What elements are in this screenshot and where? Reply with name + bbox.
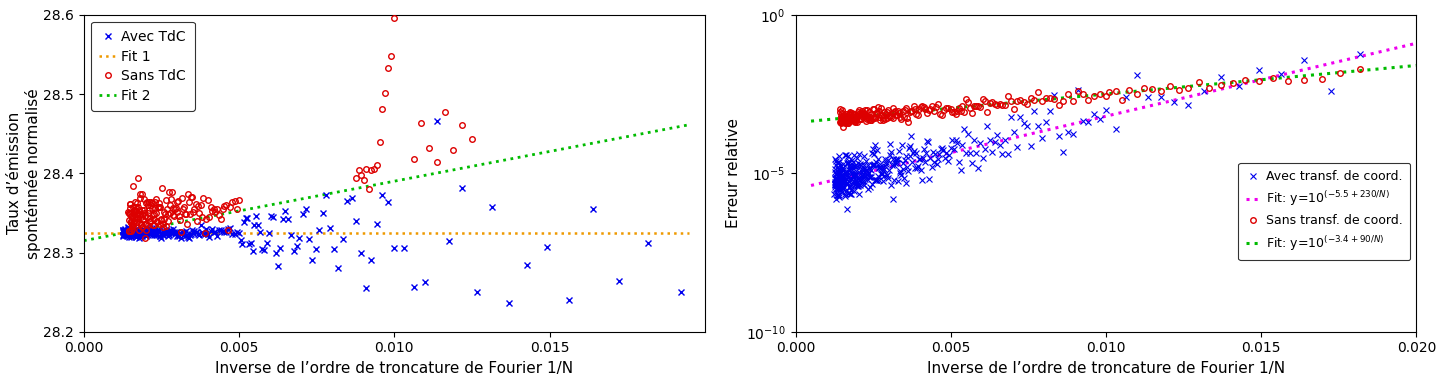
Avec transf. de coord. bbox=[945, 146, 962, 151]
Fit: y=10$^{(-5.5+230/N)}$: (0.0111, 0.0011): y=10$^{(-5.5+230/N)}$: (0.0111, 0.0011) bbox=[1130, 106, 1147, 111]
Fit 2 bbox=[149, 224, 166, 229]
Avec TdC bbox=[395, 245, 413, 250]
Fit: y=10$^{(-3.4+90/N)}$: (0.0195, 0.0228): y=10$^{(-3.4+90/N)}$: (0.0195, 0.0228) bbox=[1392, 64, 1410, 69]
Avec TdC bbox=[277, 209, 294, 214]
X-axis label: Inverse de l’ordre de troncature de Fourier 1/N: Inverse de l’ordre de troncature de Four… bbox=[926, 361, 1286, 376]
Line: Avec transf. de coord.: Avec transf. de coord. bbox=[831, 51, 1362, 211]
Fit 2 bbox=[512, 155, 530, 159]
Avec transf. de coord. bbox=[874, 167, 892, 172]
Sans transf. de coord. bbox=[886, 110, 903, 114]
Fit: y=10$^{(-3.4+90/N)}$: (0.0111, 0.00393): y=10$^{(-3.4+90/N)}$: (0.0111, 0.00393) bbox=[1130, 89, 1147, 93]
Fit: y=10$^{(-3.4+90/N)}$: (0.00988, 0.00308): y=10$^{(-3.4+90/N)}$: (0.00988, 0.00308) bbox=[1094, 92, 1111, 97]
Avec TdC bbox=[218, 230, 235, 235]
Fit 2 bbox=[515, 154, 532, 159]
Sans TdC bbox=[377, 91, 394, 95]
Sans TdC bbox=[231, 198, 248, 203]
Y-axis label: Erreur relative: Erreur relative bbox=[726, 118, 740, 228]
Avec TdC bbox=[206, 230, 224, 234]
Avec transf. de coord. bbox=[942, 145, 960, 150]
Fit: y=10$^{(-5.5+230/N)}$: (0.00988, 0.000592): y=10$^{(-5.5+230/N)}$: (0.00988, 0.00059… bbox=[1094, 115, 1111, 119]
Sans TdC bbox=[405, 156, 423, 161]
Avec transf. de coord. bbox=[864, 147, 882, 152]
Fit 1 bbox=[515, 231, 532, 235]
Line: Avec TdC: Avec TdC bbox=[120, 118, 684, 306]
Avec transf. de coord. bbox=[850, 175, 867, 180]
Fit 1 bbox=[512, 231, 530, 235]
Legend: Avec transf. de coord., Fit: y=10$^{(-5.5+230/N)}$, Sans transf. de coord., Fit:: Avec transf. de coord., Fit: y=10$^{(-5.… bbox=[1238, 162, 1410, 260]
Line: Fit 2: Fit 2 bbox=[84, 125, 690, 241]
Avec transf. de coord. bbox=[1033, 135, 1051, 140]
Fit 2 bbox=[456, 165, 473, 170]
Sans transf. de coord. bbox=[833, 120, 850, 124]
Fit 1 bbox=[681, 231, 698, 235]
Line: Fit: y=10$^{(-3.4+90/N)}$: Fit: y=10$^{(-3.4+90/N)}$ bbox=[811, 65, 1417, 121]
Line: Sans TdC: Sans TdC bbox=[126, 0, 475, 241]
Avec transf. de coord. bbox=[838, 206, 856, 211]
Legend: Avec TdC, Fit 1, Sans TdC, Fit 2: Avec TdC, Fit 1, Sans TdC, Fit 2 bbox=[91, 22, 195, 111]
Sans transf. de coord. bbox=[1237, 78, 1254, 82]
Fit: y=10$^{(-3.4+90/N)}$: (0.0121, 0.00489): y=10$^{(-3.4+90/N)}$: (0.0121, 0.00489) bbox=[1163, 86, 1180, 90]
Fit 1 bbox=[456, 231, 473, 235]
Sans transf. de coord. bbox=[835, 124, 853, 129]
X-axis label: Inverse de l’ordre de troncature de Fourier 1/N: Inverse de l’ordre de troncature de Four… bbox=[215, 361, 573, 376]
Avec TdC bbox=[429, 119, 446, 123]
Fit: y=10$^{(-3.4+90/N)}$: (0.02, 0.0251): y=10$^{(-3.4+90/N)}$: (0.02, 0.0251) bbox=[1408, 63, 1426, 68]
Sans TdC bbox=[163, 196, 180, 201]
Fit 2 bbox=[75, 238, 92, 243]
Fit: y=10$^{(-5.5+230/N)}$: (0.0165, 0.0195): y=10$^{(-5.5+230/N)}$: (0.0165, 0.0195) bbox=[1299, 67, 1316, 71]
Fit 2 bbox=[315, 192, 332, 197]
Sans TdC bbox=[137, 214, 154, 218]
Fit 2 bbox=[273, 201, 290, 205]
Sans transf. de coord. bbox=[922, 107, 939, 111]
Fit: y=10$^{(-3.4+90/N)}$: (0.0165, 0.0121): y=10$^{(-3.4+90/N)}$: (0.0165, 0.0121) bbox=[1299, 73, 1316, 78]
Sans TdC bbox=[123, 219, 140, 224]
Sans transf. de coord. bbox=[1101, 90, 1118, 94]
Fit: y=10$^{(-5.5+230/N)}$: (0.02, 0.126): y=10$^{(-5.5+230/N)}$: (0.02, 0.126) bbox=[1408, 41, 1426, 46]
Y-axis label: Taux d’émission
sponténnée normalisé: Taux d’émission sponténnée normalisé bbox=[7, 88, 40, 259]
Fit: y=10$^{(-5.5+230/N)}$: (0.0005, 4.12e-06): y=10$^{(-5.5+230/N)}$: (0.0005, 4.12e-06… bbox=[802, 183, 820, 188]
Avec TdC bbox=[501, 300, 518, 305]
Avec transf. de coord. bbox=[850, 161, 867, 166]
Avec TdC bbox=[162, 228, 179, 232]
Sans transf. de coord. bbox=[857, 119, 874, 123]
Avec TdC bbox=[118, 232, 136, 237]
Line: Sans transf. de coord.: Sans transf. de coord. bbox=[837, 67, 1362, 129]
Fit: y=10$^{(-5.5+230/N)}$: (0.00976, 0.000556): y=10$^{(-5.5+230/N)}$: (0.00976, 0.00055… bbox=[1089, 116, 1107, 120]
Line: Fit: y=10$^{(-5.5+230/N)}$: Fit: y=10$^{(-5.5+230/N)}$ bbox=[811, 43, 1417, 185]
Sans transf. de coord. bbox=[1351, 67, 1368, 72]
Fit 1 bbox=[75, 231, 92, 235]
Fit: y=10$^{(-3.4+90/N)}$: (0.00976, 0.00301): y=10$^{(-3.4+90/N)}$: (0.00976, 0.00301) bbox=[1089, 92, 1107, 97]
Sans TdC bbox=[208, 207, 225, 211]
Sans transf. de coord. bbox=[942, 106, 960, 111]
Fit: y=10$^{(-5.5+230/N)}$: (0.0121, 0.00192): y=10$^{(-5.5+230/N)}$: (0.0121, 0.00192) bbox=[1163, 98, 1180, 103]
Avec TdC bbox=[137, 231, 154, 235]
Fit 1 bbox=[315, 231, 332, 235]
Fit 1 bbox=[273, 231, 290, 235]
Fit 1 bbox=[149, 231, 166, 235]
Avec transf. de coord. bbox=[1107, 126, 1124, 131]
Fit: y=10$^{(-3.4+90/N)}$: (0.0005, 0.000442): y=10$^{(-3.4+90/N)}$: (0.0005, 0.000442) bbox=[802, 119, 820, 123]
Fit: y=10$^{(-5.5+230/N)}$: (0.0195, 0.0982): y=10$^{(-5.5+230/N)}$: (0.0195, 0.0982) bbox=[1392, 44, 1410, 49]
Sans transf. de coord. bbox=[912, 105, 929, 109]
Avec transf. de coord. bbox=[1351, 52, 1368, 57]
Sans TdC bbox=[136, 236, 153, 240]
Fit 2 bbox=[681, 123, 698, 127]
Avec TdC bbox=[231, 231, 248, 236]
